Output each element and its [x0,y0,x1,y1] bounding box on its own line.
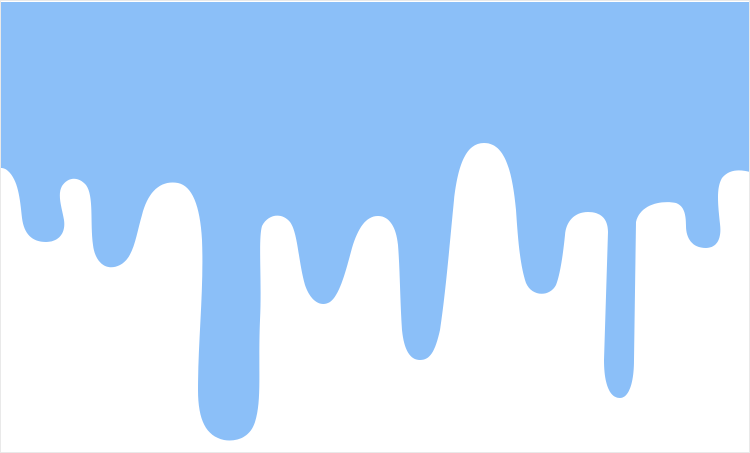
paint-drip-shape [0,2,750,441]
